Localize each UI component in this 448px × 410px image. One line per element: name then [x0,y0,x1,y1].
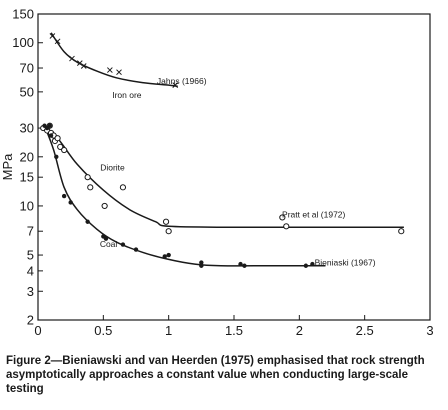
x-tick-label: 2.5 [356,323,374,338]
y-axis-ticks: 2 3 45 7 10 15 20 30 50 70 100 150 [12,7,43,328]
x-tick-label: 2 [296,323,303,338]
cross-stroke [49,33,56,39]
annotations: Jahns (1966) Iron ore Diorite Pratt et al (… [100,76,376,268]
coal-curve [43,125,326,267]
iron-ore-point [76,60,83,66]
coal-point [103,236,109,241]
diorite-point [61,146,68,154]
y-tick-label: 7 [27,224,34,239]
y-tick-label: 5 [27,248,34,263]
iron-ore-point [107,67,113,73]
coal-point [61,193,67,199]
y-tick-label: 30 [20,121,34,136]
diorite-point [57,143,64,150]
y-tick-label: 100 [12,35,34,50]
coal-point [199,263,204,268]
x-tick-label: 0 [34,323,41,338]
coal-point [133,247,139,252]
data-points [40,33,405,268]
y-tick-label: 4 [27,263,34,278]
diorite-point [87,184,94,191]
coal-point [162,254,167,259]
diorite-point [54,135,61,142]
coal-point [68,200,73,205]
iron-ore-point [69,55,75,62]
plot-frame [37,13,431,321]
cross-stroke [172,82,179,88]
cross-stroke [116,69,122,76]
coal-point [310,261,315,267]
diorite-curve [42,125,404,229]
x-tick-label: 1 [165,323,172,338]
coal-point [47,123,52,128]
cross-stroke [54,38,61,45]
x-axis-ticks: 0 0.5 1 1.5 2 2.5 3 [34,315,434,338]
coal-point [242,263,247,268]
y-tick-label: 150 [12,7,34,22]
annotation-label: Jahns (1966) [157,76,207,86]
cross-stroke [107,67,113,73]
coal-point [85,219,90,224]
y-tick-label: 3 [27,284,34,299]
diorite-point [84,174,91,181]
coal-point [199,260,204,265]
coal-point [48,133,54,138]
diorite-point [165,228,172,235]
x-tick-label: 1.5 [225,323,243,338]
iron-ore-point [54,38,61,45]
diorite-point [119,184,127,191]
iron-ore-point [116,69,122,76]
annotation-label: Diorite [100,162,125,172]
y-axis-label: MPa [0,153,15,181]
iron-ore-point [80,63,87,69]
diorite-point [101,202,108,210]
annotation-label: Bieniaski (1967) [315,258,376,268]
cross-stroke [69,55,75,62]
y-tick-label: 2 [27,313,34,328]
y-tick-label: 15 [20,170,34,185]
iron-ore-curve [50,32,178,88]
y-tick-label: 10 [20,198,34,213]
coal-point [54,154,59,160]
x-tick-label: 0.5 [94,323,112,338]
coal-point [166,252,171,258]
y-tick-label: 50 [20,84,34,99]
y-tick-label: 70 [20,61,34,76]
diorite-point [398,228,405,235]
diorite-point [283,223,290,230]
diorite-point [162,218,170,225]
diorite-point [279,214,286,221]
y-tick-label: 20 [20,149,34,164]
annotation-label: Pratt et al (1972) [282,209,345,219]
cross-stroke [80,63,87,69]
coal-point [303,263,309,268]
chart: 0 0.5 1 1.5 2 2.5 3 2 3 45 7 10 15 20 30 50 70 100 150 Ja… [0,7,434,339]
coal-point [238,261,243,267]
annotation-label: Iron ore [112,90,142,100]
cross-stroke [76,60,83,66]
coal-point [120,242,126,247]
annotation-label: Coal [100,239,118,249]
x-tick-label: 3 [426,323,433,338]
iron-ore-point [49,33,56,39]
iron-ore-point [172,82,179,88]
figure-caption: Figure 2—Bieniawski and van Heerden (197… [6,355,425,395]
fit-curves [42,32,404,267]
